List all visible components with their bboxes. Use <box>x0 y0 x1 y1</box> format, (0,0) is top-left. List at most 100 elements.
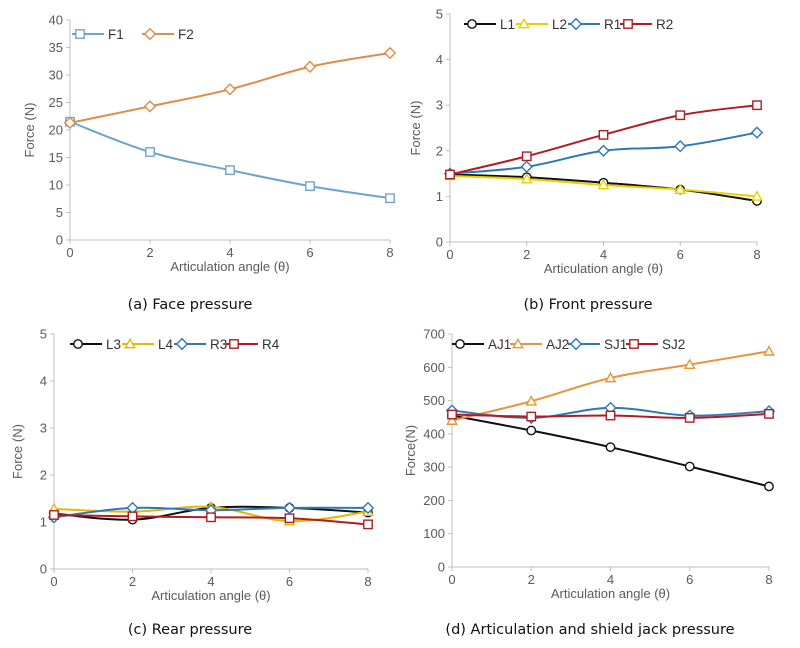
y-tick-label: 4 <box>40 374 47 389</box>
data-point-R4-4 <box>363 519 373 530</box>
x-axis-label: Articulation angle (θ) <box>551 586 670 601</box>
y-tick-label: 0 <box>56 233 63 248</box>
legend-label-SJ1: SJ1 <box>604 337 627 352</box>
x-tick-label: 0 <box>66 245 73 260</box>
data-point-AJ1-2 <box>605 442 616 453</box>
legend-marker-SJ1 <box>569 337 583 351</box>
data-point-AJ2-1 <box>525 395 538 406</box>
legend-label-AJ2: AJ2 <box>546 337 569 352</box>
data-point-F1-1 <box>145 147 155 157</box>
y-tick-label: 35 <box>49 40 63 55</box>
x-axis-label: Articulation angle (θ) <box>170 259 289 274</box>
data-point-F2-3 <box>303 60 317 73</box>
legend-entry-R2: R2 <box>620 17 673 32</box>
x-tick-label: 2 <box>146 245 153 260</box>
legend-label-L4: L4 <box>158 337 174 352</box>
y-tick-label: 4 <box>436 52 443 67</box>
data-point-R4-3 <box>284 513 295 524</box>
x-tick-label: 8 <box>386 245 393 260</box>
y-tick-label: 600 <box>423 360 445 375</box>
data-point-R4-1 <box>127 511 138 522</box>
caption-jack-pressure: (d) Articulation and shield jack pressur… <box>445 622 735 638</box>
legend-entry-AJ2: AJ2 <box>510 337 569 352</box>
data-point-R1-1 <box>520 160 533 173</box>
legend-entry-R1: R1 <box>568 17 621 32</box>
y-tick-label: 100 <box>423 526 445 541</box>
legend-entry-L2: L2 <box>516 17 567 32</box>
caption-rear-pressure: (c) Rear pressure <box>127 622 253 638</box>
data-point-SJ2-4 <box>764 408 774 419</box>
y-axis-label: Force(N) <box>403 425 418 476</box>
x-axis-label: Articulation angle (θ) <box>544 261 663 276</box>
series-F2 <box>63 46 397 130</box>
data-point-R3-4 <box>361 501 375 515</box>
legend-entry-F1: F1 <box>72 27 124 42</box>
x-axis-label: Articulation angle (θ) <box>151 588 270 603</box>
series-F1 <box>65 116 395 204</box>
data-point-F1-4 <box>385 193 395 204</box>
data-point-SJ2-0 <box>447 409 457 420</box>
y-tick-label: 25 <box>49 95 63 110</box>
y-axis-label: Force (N) <box>22 103 37 158</box>
series-L2 <box>444 169 763 201</box>
chart-svg-face: 0 5 10 15 20 25 30 35 40 0 2 4 6 8 Articulation angle … <box>22 13 397 274</box>
data-point-R1-3 <box>674 140 687 153</box>
y-tick-label: 500 <box>423 393 445 408</box>
legend-label-R1: R1 <box>604 17 621 32</box>
data-point-AJ2-4 <box>763 345 775 356</box>
y-tick-label: 3 <box>40 421 47 436</box>
y-tick-label: 0 <box>438 560 445 575</box>
series-line-R2 <box>449 104 758 176</box>
x-tick-label: 8 <box>753 247 760 262</box>
legend-entry-L3: L3 <box>70 337 121 352</box>
legend-marker-SJ2 <box>629 339 639 349</box>
x-tick-label: 2 <box>129 574 136 589</box>
x-tick-label: 6 <box>686 572 693 587</box>
legend-marker-L4 <box>124 337 136 349</box>
caption-face-pressure: (a) Face pressure <box>127 297 253 313</box>
data-point-R3-3 <box>283 501 296 515</box>
data-point-F1-3 <box>305 181 315 191</box>
legend-entry-AJ1: AJ1 <box>452 337 511 352</box>
data-point-SJ2-2 <box>605 410 616 421</box>
data-point-L2-3 <box>674 183 687 194</box>
y-tick-label: 15 <box>49 150 63 165</box>
legend-entry-L1: L1 <box>464 17 515 32</box>
data-point-F2-2 <box>223 83 237 96</box>
y-axis-label: Force (N) <box>10 424 25 479</box>
data-point-F2-4 <box>383 46 397 60</box>
y-tick-label: 5 <box>436 7 443 22</box>
data-point-R2-2 <box>598 129 609 140</box>
legend-label-F2: F2 <box>178 27 194 42</box>
series-R2 <box>445 100 762 180</box>
chart-svg-front: 0 1 2 3 4 5 0 2 4 6 8 Articulation angle (θ) Force (… <box>408 7 764 276</box>
y-tick-label: 40 <box>49 13 63 28</box>
y-tick-label: 400 <box>423 426 445 441</box>
data-point-AJ2-2 <box>604 371 617 383</box>
data-point-R2-1 <box>521 151 532 162</box>
data-point-R2-4 <box>752 100 762 111</box>
data-point-AJ1-3 <box>684 461 695 472</box>
chart-face-pressure: 0 5 10 15 20 25 30 35 40 0 2 4 6 8 Articulation angle … <box>0 0 400 290</box>
series-SJ2 <box>447 408 774 423</box>
x-tick-label: 4 <box>226 245 233 260</box>
y-tick-label: 10 <box>49 178 63 193</box>
legend-label-R4: R4 <box>262 337 280 352</box>
data-point-F2-0 <box>63 116 77 130</box>
series-R4 <box>49 510 373 530</box>
x-tick-label: 2 <box>523 247 530 262</box>
legend-marker-AJ2 <box>512 337 524 349</box>
legend-entry-F2: F2 <box>142 27 194 42</box>
legend-marker-L3 <box>73 339 83 349</box>
data-point-L2-2 <box>597 178 610 190</box>
legend-entry-SJ2: SJ2 <box>626 337 685 352</box>
y-axis-label: Force (N) <box>408 101 423 156</box>
legend-marker-L2 <box>518 17 530 29</box>
data-point-F2-1 <box>143 100 157 113</box>
chart-jack-pressure: 0 100 200 300 400 500 600 700 0 2 4 6 8 Articulation … <box>400 320 800 610</box>
legend-marker-R1 <box>569 17 583 31</box>
data-point-R1-4 <box>750 126 764 139</box>
y-tick-label: 0 <box>40 562 47 577</box>
y-tick-label: 5 <box>40 327 47 342</box>
y-tick-label: 1 <box>40 515 47 530</box>
